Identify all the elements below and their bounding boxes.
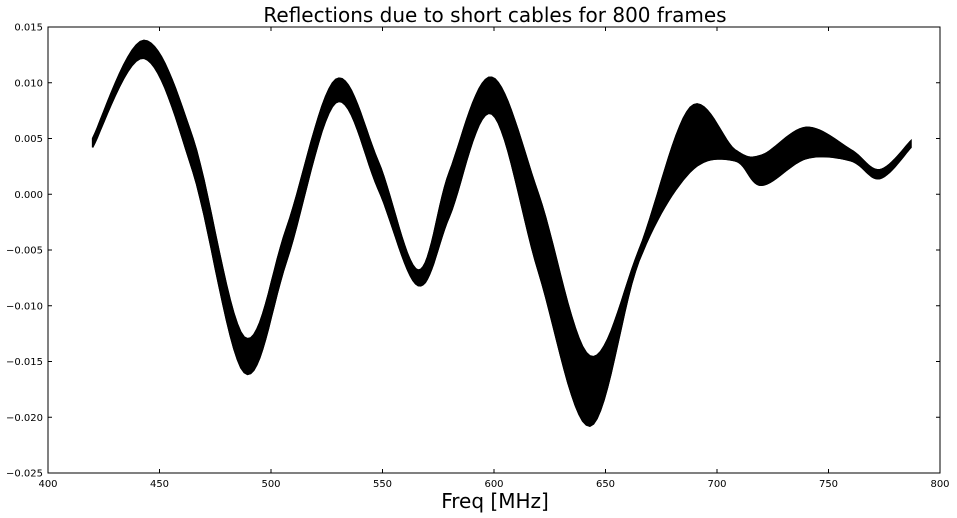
y-tick-label: 0.000: [14, 190, 43, 201]
y-tick-label: 0.010: [14, 78, 43, 89]
series-line-2: [92, 48, 912, 392]
y-tick-label: −0.005: [6, 246, 43, 257]
y-tick-label: −0.015: [6, 357, 43, 368]
x-tick-label: 700: [707, 479, 726, 490]
axis-ticks: 400 450 500 550 600 650 700 750 800 0.015 0.010 0.0…: [6, 23, 950, 491]
x-tick-label: 450: [150, 479, 169, 490]
y-tick-label: −0.010: [6, 301, 43, 312]
x-tick-label: 750: [819, 479, 838, 490]
y-tick-label: −0.025: [6, 469, 43, 480]
plot-area: [91, 39, 912, 428]
x-tick-label: 550: [373, 479, 392, 490]
x-tick-label: 400: [38, 479, 57, 490]
y-tick-label: −0.020: [6, 413, 43, 424]
x-axis-label: Freq [MHz]: [441, 489, 549, 513]
series-line-1: [92, 39, 912, 358]
chart-title: Reflections due to short cables for 800 …: [263, 3, 726, 27]
x-tick-label: 500: [261, 479, 280, 490]
y-tick-label: 0.015: [14, 23, 43, 34]
series-line-3: [92, 57, 912, 427]
y-tick-label: 0.005: [14, 134, 43, 145]
x-tick-label: 600: [484, 479, 503, 490]
x-tick-label: 650: [596, 479, 615, 490]
x-tick-label: 800: [930, 479, 949, 490]
